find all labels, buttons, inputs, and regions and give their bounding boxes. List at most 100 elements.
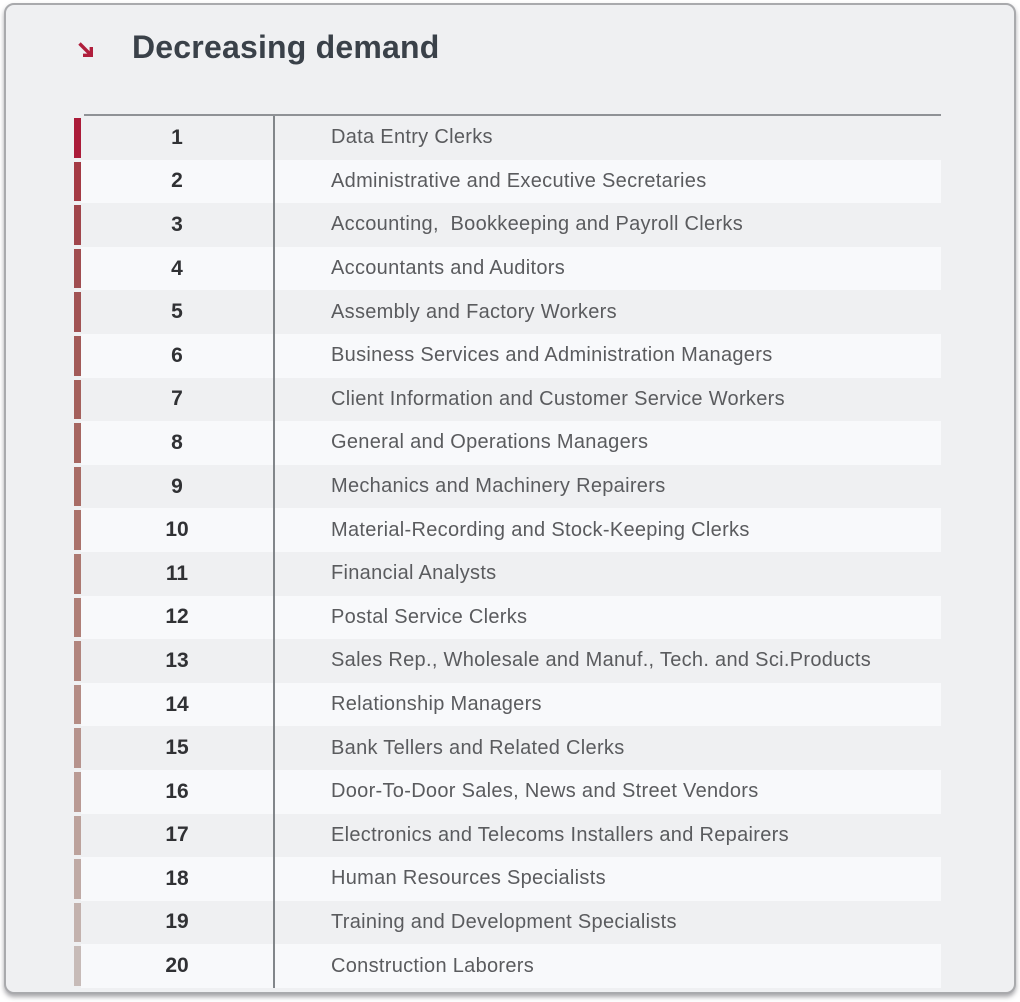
table-top-rule <box>84 114 941 116</box>
row-band: 1 Data Entry Clerks <box>81 116 941 160</box>
occupation-cell: Sales Rep., Wholesale and Manuf., Tech. … <box>273 639 941 683</box>
occupation-cell: Relationship Managers <box>273 682 941 727</box>
occupation-cell: Accounting, Bookkeeping and Payroll Cler… <box>273 203 941 247</box>
occupation-cell: Human Resources Specialists <box>273 857 941 901</box>
row-band: 5 Assembly and Factory Workers <box>81 290 941 334</box>
occupation-cell: Postal Service Clerks <box>273 595 941 640</box>
rank-color-bar <box>74 553 81 594</box>
rank-color-bar <box>74 728 81 768</box>
rank-cell: 5 <box>171 300 183 324</box>
row-band: 12 Postal Service Clerks <box>81 595 941 640</box>
report-figure-frame: Decreasing demand 1 Data Entry Clerks 2 … <box>4 3 1016 994</box>
row-band: 14 Relationship Managers <box>81 682 941 727</box>
page-title: Decreasing demand <box>132 29 440 65</box>
rank-color-bar <box>74 641 81 681</box>
rank-color-bar <box>74 771 81 812</box>
rank-cell: 17 <box>165 823 189 847</box>
row-band: 4 Accountants and Auditors <box>81 246 941 291</box>
table-row: 9 Mechanics and Machinery Repairers <box>74 464 941 509</box>
rank-color-bar <box>74 510 81 550</box>
decreasing-demand-table: 1 Data Entry Clerks 2 Administrative and… <box>74 116 941 988</box>
row-band: 8 General and Operations Managers <box>81 421 941 465</box>
table-row: 12 Postal Service Clerks <box>74 595 941 640</box>
rank-cell: 18 <box>165 866 189 890</box>
table-row: 10 Material-Recording and Stock-Keeping … <box>74 508 941 552</box>
rank-color-bar <box>74 815 81 856</box>
occupation-cell: Accountants and Auditors <box>273 246 941 291</box>
row-band: 13 Sales Rep., Wholesale and Manuf., Tec… <box>81 639 941 683</box>
rank-color-bar <box>74 684 81 725</box>
row-band: 3 Accounting, Bookkeeping and Payroll Cl… <box>81 203 941 247</box>
row-band: 10 Material-Recording and Stock-Keeping … <box>81 508 941 552</box>
rank-cell: 20 <box>165 954 189 978</box>
rank-cell: 2 <box>171 169 183 193</box>
row-band: 6 Business Services and Administration M… <box>81 333 941 378</box>
table-row: 16 Door-To-Door Sales, News and Street V… <box>74 769 941 814</box>
rank-color-bar <box>74 597 81 638</box>
rank-color-bar <box>74 423 81 463</box>
rank-cell: 12 <box>165 605 189 629</box>
rank-cell: 1 <box>171 125 183 149</box>
rank-cell: 7 <box>171 387 183 411</box>
rank-color-bar <box>74 859 81 899</box>
occupation-cell: Material-Recording and Stock-Keeping Cle… <box>273 508 941 552</box>
rank-color-bar <box>74 205 81 245</box>
rank-color-bar <box>74 466 81 507</box>
rank-cell: 6 <box>171 343 183 367</box>
rank-cell: 11 <box>165 561 189 585</box>
row-band: 19 Training and Development Specialists <box>81 900 941 945</box>
rank-color-bar <box>74 161 81 202</box>
row-band: 20 Construction Laborers <box>81 944 941 988</box>
table-row: 15 Bank Tellers and Related Clerks <box>74 726 941 770</box>
table-row: 8 General and Operations Managers <box>74 421 941 465</box>
figure-header: Decreasing demand <box>74 29 440 66</box>
table-row: 20 Construction Laborers <box>74 944 941 988</box>
table-row: 2 Administrative and Executive Secretari… <box>74 159 941 204</box>
row-band: 17 Electronics and Telecoms Installers a… <box>81 813 941 858</box>
rank-cell: 3 <box>171 212 183 236</box>
rank-cell: 16 <box>165 779 189 803</box>
table-row: 6 Business Services and Administration M… <box>74 333 941 378</box>
rank-color-bar <box>74 946 81 986</box>
occupation-cell: Electronics and Telecoms Installers and … <box>273 813 941 858</box>
occupation-cell: Door-To-Door Sales, News and Street Vend… <box>273 769 941 814</box>
table-row: 13 Sales Rep., Wholesale and Manuf., Tec… <box>74 639 941 683</box>
row-band: 7 Client Information and Customer Servic… <box>81 377 941 422</box>
occupation-cell: Bank Tellers and Related Clerks <box>273 726 941 770</box>
occupation-cell: Client Information and Customer Service … <box>273 377 941 422</box>
occupation-cell: Administrative and Executive Secretaries <box>273 159 941 204</box>
occupation-cell: Business Services and Administration Man… <box>273 333 941 378</box>
row-band: 9 Mechanics and Machinery Repairers <box>81 464 941 509</box>
table-row: 17 Electronics and Telecoms Installers a… <box>74 813 941 858</box>
table-row: 5 Assembly and Factory Workers <box>74 290 941 334</box>
occupation-cell: Assembly and Factory Workers <box>273 290 941 334</box>
row-band: 2 Administrative and Executive Secretari… <box>81 159 941 204</box>
occupation-cell: Mechanics and Machinery Repairers <box>273 464 941 509</box>
rank-color-bar <box>74 248 81 289</box>
rank-cell: 4 <box>171 256 183 280</box>
table-row: 3 Accounting, Bookkeeping and Payroll Cl… <box>74 203 941 247</box>
rank-color-bar <box>74 902 81 943</box>
rank-color-bar <box>74 292 81 332</box>
rank-cell: 8 <box>171 430 183 454</box>
rank-color-bar <box>74 379 81 420</box>
table-row: 14 Relationship Managers <box>74 682 941 727</box>
table-row: 1 Data Entry Clerks <box>74 116 941 160</box>
table-row: 11 Financial Analysts <box>74 551 941 596</box>
occupation-cell: Data Entry Clerks <box>273 116 941 160</box>
rank-color-bar <box>74 335 81 376</box>
occupation-cell: Training and Development Specialists <box>273 900 941 945</box>
rank-cell: 9 <box>171 474 183 498</box>
occupation-cell: Construction Laborers <box>273 944 941 988</box>
table-row: 7 Client Information and Customer Servic… <box>74 377 941 422</box>
row-band: 18 Human Resources Specialists <box>81 857 941 901</box>
table-row: 18 Human Resources Specialists <box>74 857 941 901</box>
table-row: 19 Training and Development Specialists <box>74 900 941 945</box>
rank-color-bar <box>74 118 81 158</box>
row-band: 16 Door-To-Door Sales, News and Street V… <box>81 769 941 814</box>
rank-cell: 13 <box>165 648 189 672</box>
rank-cell: 10 <box>165 518 189 542</box>
row-band: 15 Bank Tellers and Related Clerks <box>81 726 941 770</box>
occupation-cell: Financial Analysts <box>273 551 941 596</box>
